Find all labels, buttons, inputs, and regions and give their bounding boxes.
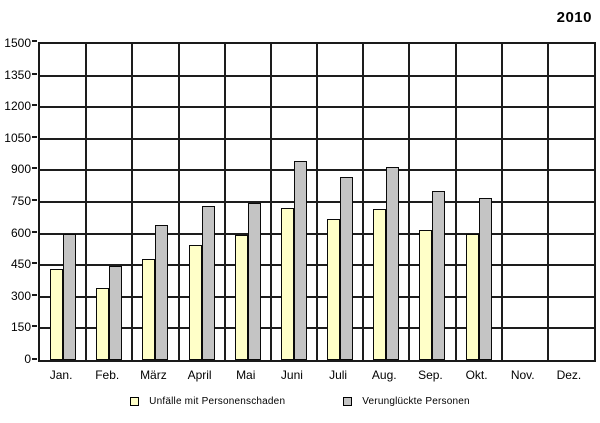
bar: [432, 191, 446, 360]
y-axis-label: 900: [10, 162, 31, 177]
bar: [247, 203, 261, 360]
x-axis-label: Jan.: [49, 368, 73, 382]
bar: [293, 161, 307, 360]
bar: [50, 269, 64, 360]
y-axis-tick: [32, 325, 37, 328]
gridline-vertical: [546, 44, 549, 360]
y-axis-tick: [32, 293, 37, 296]
gridline-vertical: [223, 44, 226, 360]
legend-marker-icon: [343, 397, 353, 406]
gridline-vertical: [316, 44, 318, 360]
y-axis-label: 450: [10, 257, 31, 272]
y-axis-label: 600: [10, 225, 31, 240]
gridline-vertical: [408, 44, 411, 360]
legend: Unfälle mit Personenschaden Verunglückte …: [0, 396, 600, 407]
bar: [188, 245, 202, 360]
y-axis-tick: [32, 135, 37, 138]
y-axis-label: 0: [24, 352, 31, 366]
bar: [373, 209, 387, 360]
x-axis-label: März: [140, 368, 167, 382]
legend-item: Unfälle mit Personenschaden: [130, 396, 285, 407]
gridline-vertical: [85, 44, 88, 360]
bar: [280, 208, 294, 360]
y-axis-label: 750: [10, 194, 31, 208]
y-axis-tick: [32, 104, 37, 107]
y-axis-tick: [32, 167, 37, 170]
x-axis-label: Sep.: [418, 368, 443, 382]
x-axis-label: Juli: [329, 368, 348, 382]
y-axis-label: 1200: [4, 99, 31, 114]
bar: [96, 288, 110, 360]
legend-label: Unfälle mit Personenschaden: [149, 396, 286, 407]
y-axis-label: 1500: [4, 36, 31, 50]
y-axis-tick: [32, 199, 37, 201]
legend-marker-icon: [130, 397, 140, 406]
bar: [201, 206, 215, 360]
x-axis-label: Okt.: [465, 368, 488, 382]
bar: [155, 225, 169, 360]
bar: [234, 235, 248, 360]
y-axis-tick: [32, 358, 37, 360]
bar: [478, 198, 492, 360]
x-axis-label: Feb.: [95, 368, 120, 382]
x-axis-label: Aug.: [371, 368, 397, 382]
bar: [419, 230, 433, 360]
bar: [465, 234, 479, 360]
bar: [109, 266, 123, 360]
x-axis-label: Dez.: [556, 368, 582, 382]
legend-label: Verunglückte Personen: [362, 396, 470, 407]
bar: [340, 177, 354, 360]
plot-area: [38, 42, 596, 362]
y-axis-tick: [32, 40, 37, 42]
gridline-vertical: [177, 44, 180, 360]
gridline-vertical: [454, 44, 457, 360]
y-axis-label: 150: [10, 320, 31, 335]
x-axis-label: Mai: [236, 368, 256, 382]
y-axis-tick: [32, 262, 37, 265]
x-axis-label: April: [187, 368, 212, 382]
legend-item: Verunglückte Personen: [343, 396, 470, 407]
bar: [63, 234, 77, 360]
gridline-vertical: [500, 44, 503, 360]
x-axis-label: Juni: [280, 368, 303, 382]
bar: [142, 259, 156, 360]
y-axis-tick: [32, 230, 37, 233]
y-axis-label: 1350: [4, 67, 31, 82]
bar: [386, 167, 400, 360]
year-title: 2010: [556, 9, 592, 26]
y-axis-label: 1050: [4, 130, 31, 145]
gridline-vertical: [269, 44, 272, 360]
gridline-vertical: [131, 44, 134, 360]
x-axis-label: Nov.: [510, 368, 535, 382]
y-axis-tick: [32, 72, 37, 75]
bar: [327, 219, 341, 360]
y-axis-label: 300: [10, 288, 31, 303]
gridline-vertical: [362, 44, 365, 360]
